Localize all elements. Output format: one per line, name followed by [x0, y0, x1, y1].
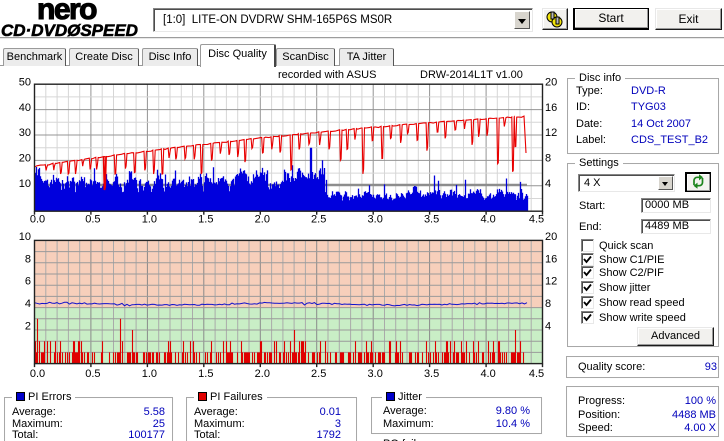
svg-text:10: 10 [19, 178, 31, 190]
svg-text:2.0: 2.0 [255, 214, 270, 226]
svg-text:8: 8 [545, 153, 551, 165]
svg-text:1.0: 1.0 [142, 368, 157, 380]
svg-text:12: 12 [545, 127, 557, 139]
svg-text:4.5: 4.5 [529, 214, 544, 226]
svg-text:0.5: 0.5 [85, 368, 100, 380]
svg-text:4: 4 [25, 298, 31, 310]
svg-text:20: 20 [545, 76, 557, 88]
svg-text:3.0: 3.0 [368, 214, 383, 226]
svg-text:3.0: 3.0 [368, 368, 383, 380]
svg-text:16: 16 [545, 253, 557, 265]
svg-text:20: 20 [545, 231, 557, 243]
svg-text:1.0: 1.0 [142, 214, 157, 226]
svg-text:4: 4 [545, 321, 551, 333]
svg-text:4.0: 4.0 [480, 368, 495, 380]
svg-text:3.5: 3.5 [424, 214, 439, 226]
svg-text:3.5: 3.5 [424, 368, 439, 380]
svg-text:10: 10 [19, 231, 31, 243]
svg-text:6: 6 [25, 276, 31, 288]
svg-text:50: 50 [19, 76, 31, 88]
svg-text:16: 16 [545, 102, 557, 114]
svg-text:0.0: 0.0 [30, 214, 45, 226]
svg-text:2.5: 2.5 [311, 214, 326, 226]
svg-text:20: 20 [19, 153, 31, 165]
svg-text:30: 30 [19, 127, 31, 139]
svg-text:2: 2 [25, 321, 31, 333]
svg-text:4.5: 4.5 [529, 368, 544, 380]
svg-text:2.0: 2.0 [255, 368, 270, 380]
svg-text:4.0: 4.0 [480, 214, 495, 226]
svg-text:1.5: 1.5 [198, 368, 213, 380]
svg-text:0.5: 0.5 [85, 214, 100, 226]
svg-text:2.5: 2.5 [311, 368, 326, 380]
svg-text:8: 8 [545, 298, 551, 310]
svg-text:12: 12 [545, 276, 557, 288]
svg-text:1.5: 1.5 [198, 214, 213, 226]
svg-text:0.0: 0.0 [30, 368, 45, 380]
svg-text:8: 8 [25, 253, 31, 265]
svg-text:4: 4 [545, 178, 551, 190]
svg-text:40: 40 [19, 102, 31, 114]
